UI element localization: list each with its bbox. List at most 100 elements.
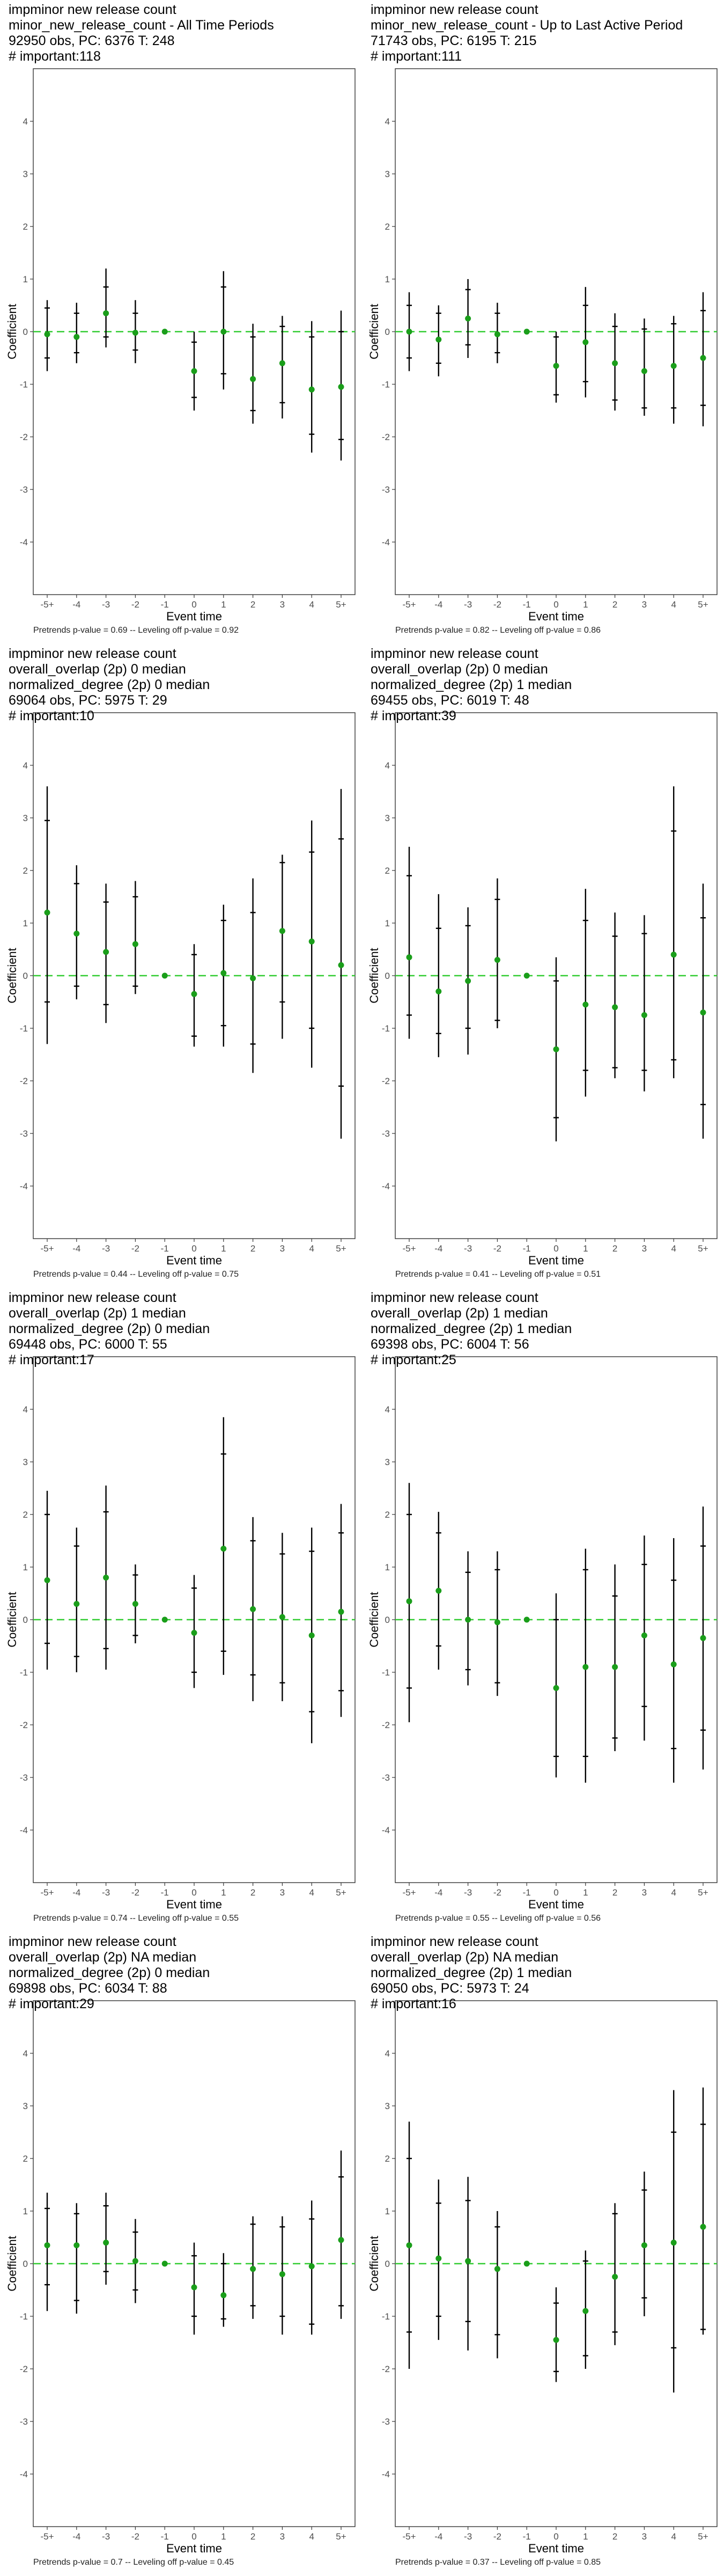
y-tick-label: 1 <box>23 918 28 928</box>
x-tick-label: -2 <box>131 599 139 610</box>
x-tick-label: 0 <box>553 599 558 610</box>
chart-title-line: normalized_degree (2p) 1 median <box>371 1965 572 1980</box>
coefficient-point <box>161 972 168 979</box>
x-tick-label: 5+ <box>336 1887 346 1898</box>
y-tick-label: -3 <box>382 485 390 495</box>
coefficient-point <box>700 1635 706 1641</box>
chart-title-line: overall_overlap (2p) NA median <box>9 1950 197 1965</box>
coefficient-point <box>582 2308 589 2314</box>
y-tick-label: 2 <box>385 222 390 232</box>
y-tick-label: 3 <box>23 813 28 823</box>
y-axis-title: Coefficient <box>367 2236 381 2292</box>
coefficient-point <box>700 1009 706 1016</box>
y-tick-label: -1 <box>382 2311 390 2322</box>
coefficient-point <box>523 2260 530 2267</box>
chart-title: impminor new release count minor_new_rele… <box>9 2 274 64</box>
y-axis-title: Coefficient <box>367 1592 381 1648</box>
x-tick-label: 5+ <box>698 2531 708 2542</box>
x-tick-label: 0 <box>191 1887 196 1898</box>
x-tick-label: 4 <box>671 1887 676 1898</box>
x-tick-label: 5+ <box>336 1243 346 1254</box>
coefficient-point <box>279 360 285 367</box>
chart-panel: -4 -3 -2 -1 0 1 2 3 4 -5+ -4 -3 -2 -1 0 1 2 3 4 5+ Event tim… <box>362 1288 724 1932</box>
x-tick-label: -3 <box>102 1887 110 1898</box>
x-tick-label: 0 <box>191 599 196 610</box>
y-tick-label: -2 <box>382 1720 390 1730</box>
y-tick-label: 4 <box>385 2048 390 2059</box>
y-tick-label: -2 <box>382 1076 390 1086</box>
x-tick-label: -2 <box>493 599 501 610</box>
coefficient-point <box>73 2242 80 2249</box>
x-tick-label: -5+ <box>402 1243 416 1254</box>
x-tick-label: -1 <box>161 599 169 610</box>
chart-title-line: 69398 obs, PC: 6004 T: 56 <box>371 1337 529 1352</box>
y-tick-label: -4 <box>20 1181 28 1191</box>
x-axis-title: Event time <box>528 1898 584 1911</box>
coefficient-point <box>641 1012 647 1018</box>
coefficient-point <box>494 957 500 963</box>
x-tick-label: 2 <box>250 1887 255 1898</box>
coefficient-point <box>161 328 168 335</box>
coefficient-point <box>220 1546 227 1552</box>
y-tick-label: -2 <box>382 2364 390 2374</box>
chart-title-line: normalized_degree (2p) 0 median <box>9 677 210 692</box>
coefficient-point <box>494 1619 500 1626</box>
chart-panel: -4 -3 -2 -1 0 1 2 3 4 -5+ -4 -3 -2 -1 0 1 2 3 4 5+ Event tim… <box>362 644 724 1288</box>
y-tick-label: 4 <box>23 1404 28 1415</box>
coefficient-point <box>670 2240 677 2246</box>
x-tick-label: -5+ <box>402 599 416 610</box>
coefficient-point <box>523 328 530 335</box>
coefficient-point <box>670 952 677 958</box>
y-tick-label: -3 <box>20 485 28 495</box>
coefficient-plot: -4 -3 -2 -1 0 1 2 3 4 -5+ -4 -3 -2 -1 0 1 2 3 4 5+ Event tim… <box>5 68 356 623</box>
x-tick-label: 2 <box>612 1243 617 1254</box>
coefficient-point <box>44 909 50 916</box>
x-tick-label: -3 <box>464 2531 472 2542</box>
pvalues-caption: Pretrends p-value = 0.7 -- Leveling off … <box>33 2558 234 2567</box>
x-tick-label: 1 <box>583 599 588 610</box>
coefficient-point <box>250 975 256 982</box>
y-tick-label: -4 <box>382 537 390 547</box>
x-axis-title: Event time <box>528 2542 584 2555</box>
coefficient-point <box>73 1601 80 1607</box>
chart-title-line: # important:16 <box>371 1996 456 2011</box>
coefficient-plot: -4 -3 -2 -1 0 1 2 3 4 -5+ -4 -3 -2 -1 0 1 2 3 4 5+ Event tim… <box>5 1356 356 1911</box>
y-tick-label: 0 <box>23 971 28 981</box>
x-tick-label: -4 <box>72 1887 80 1898</box>
y-tick-label: 0 <box>385 2259 390 2269</box>
coefficient-point <box>191 368 197 374</box>
coefficient-point <box>103 1575 109 1581</box>
y-tick-label: 1 <box>23 274 28 284</box>
pvalues-caption: Pretrends p-value = 0.41 -- Leveling off… <box>395 1270 601 1279</box>
coefficient-point <box>279 928 285 934</box>
x-tick-label: 0 <box>553 2531 558 2542</box>
coefficient-point <box>700 355 706 361</box>
y-axis-title: Coefficient <box>5 2236 19 2292</box>
coefficient-point <box>161 1616 168 1623</box>
x-tick-label: 3 <box>280 1243 285 1254</box>
chart-title-line: 69050 obs, PC: 5973 T: 24 <box>371 1981 529 1996</box>
chart-title-line: normalized_degree (2p) 0 median <box>9 1965 210 1980</box>
chart-title: impminor new release count overall_overla… <box>371 1934 572 2012</box>
pvalues-caption: Pretrends p-value = 0.44 -- Leveling off… <box>33 1270 239 1279</box>
x-tick-label: 5+ <box>698 599 708 610</box>
x-tick-label: 1 <box>583 1887 588 1898</box>
x-axis-title: Event time <box>166 610 222 623</box>
chart-title: impminor new release count overall_overla… <box>9 646 210 724</box>
y-tick-label: 1 <box>385 918 390 928</box>
y-tick-label: -1 <box>20 1023 28 1034</box>
y-tick-label: 4 <box>385 760 390 771</box>
coefficient-point <box>553 1685 559 1691</box>
y-tick-label: 4 <box>385 116 390 127</box>
x-tick-label: 2 <box>612 1887 617 1898</box>
y-tick-label: 3 <box>385 2101 390 2111</box>
chart-title-line: 69448 obs, PC: 6000 T: 55 <box>9 1337 167 1352</box>
coefficient-point <box>44 1577 50 1583</box>
coefficient-point <box>191 1630 197 1636</box>
y-tick-label: 4 <box>23 760 28 771</box>
y-tick-label: -2 <box>20 432 28 442</box>
x-tick-label: 3 <box>280 2531 285 2542</box>
chart-title-line: impminor new release count <box>9 1290 176 1305</box>
y-tick-label: 1 <box>385 274 390 284</box>
